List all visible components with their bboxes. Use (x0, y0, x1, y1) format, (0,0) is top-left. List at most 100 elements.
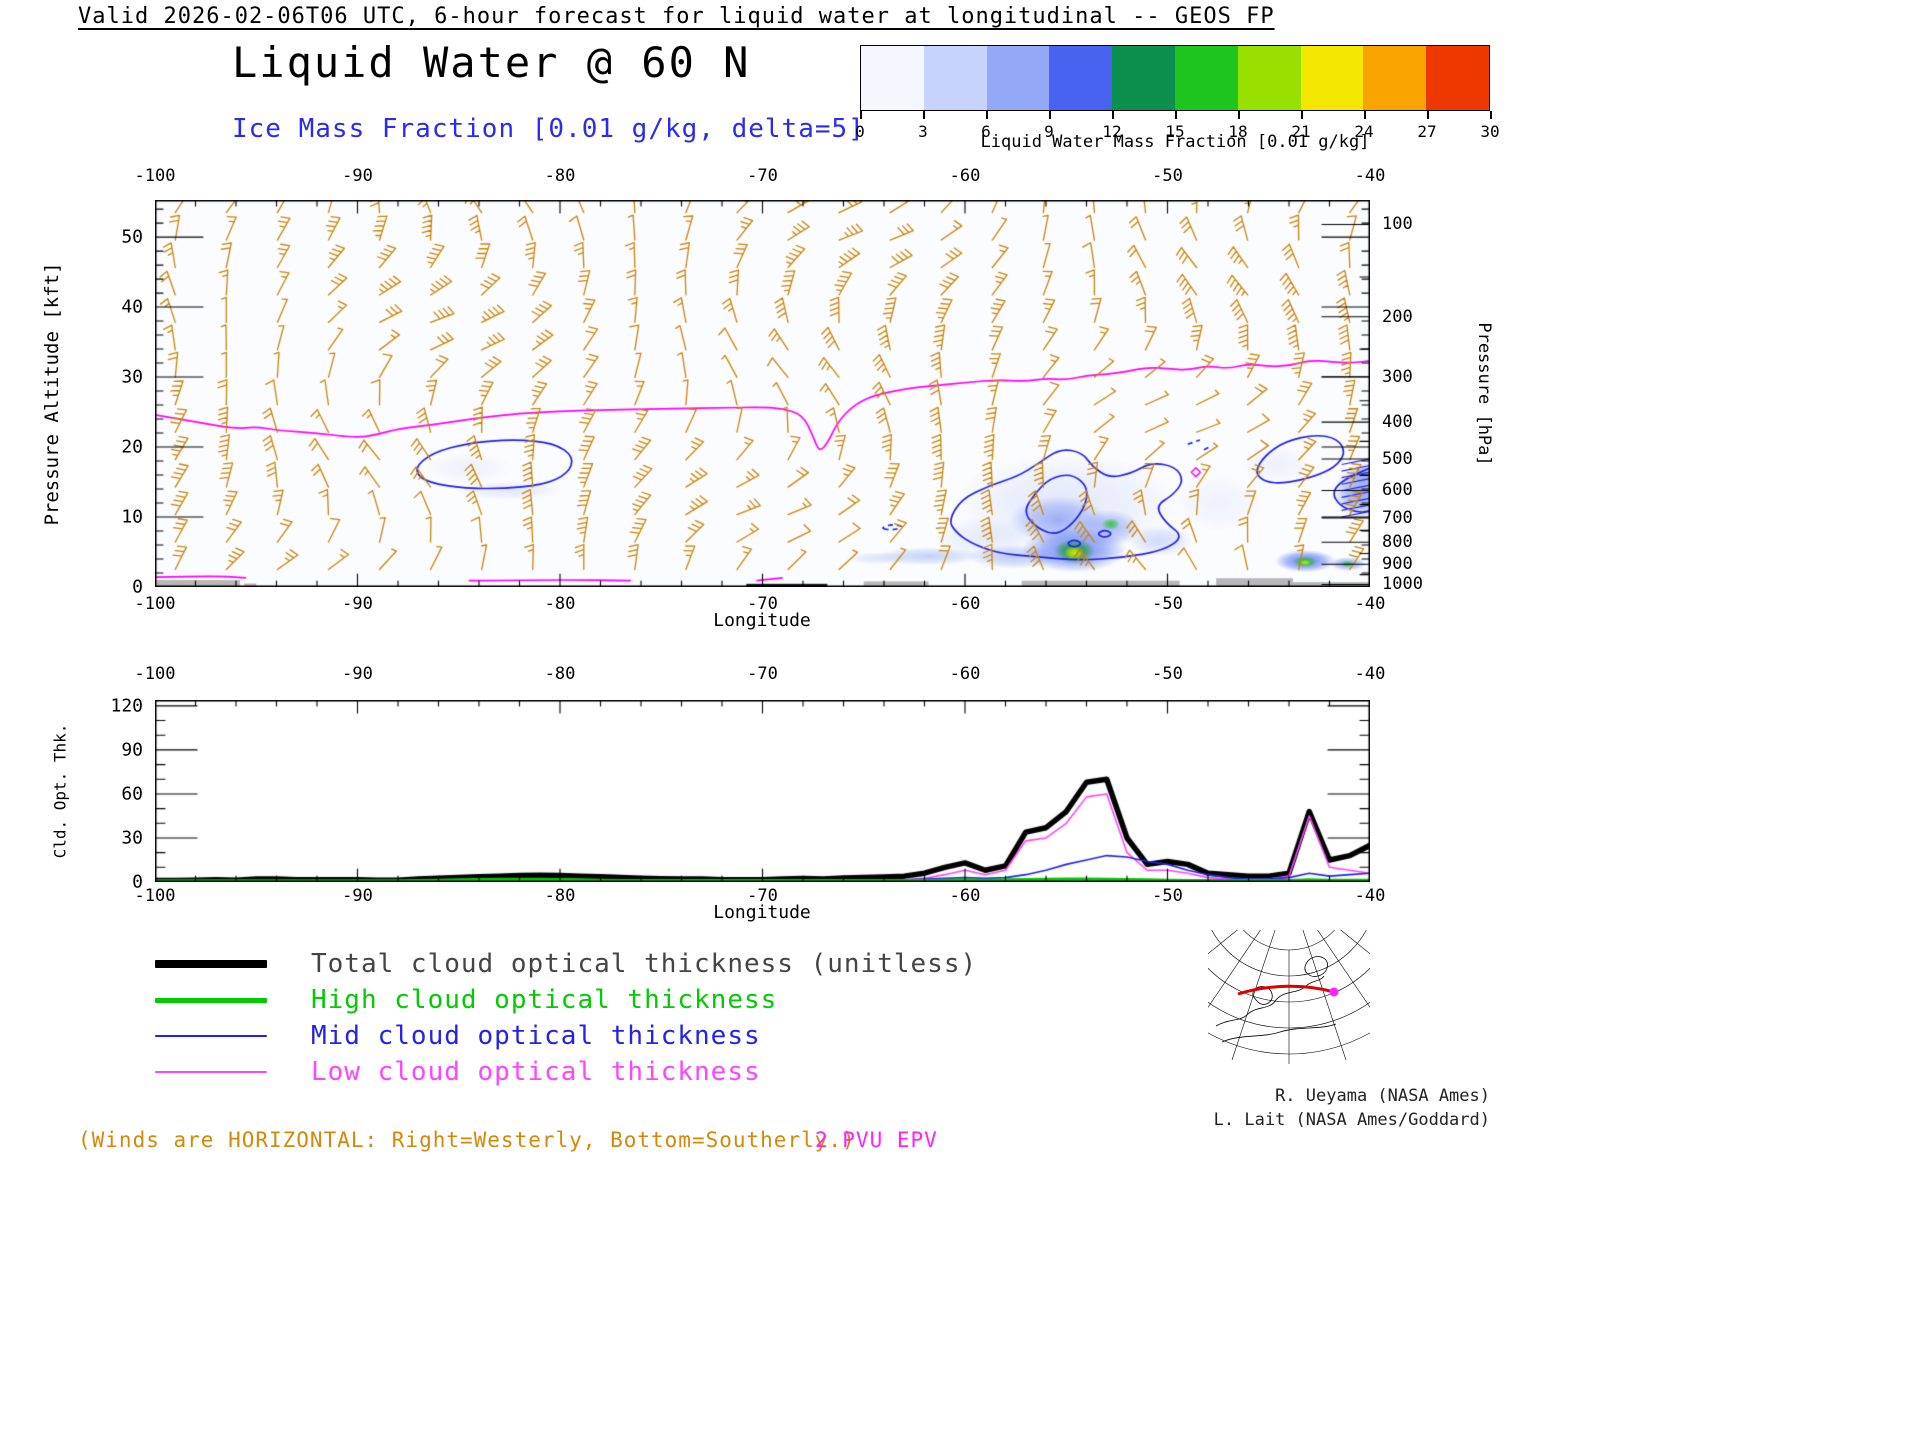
colorbar-tickmark (860, 111, 862, 119)
colorbar-tick-label: 24 (1354, 122, 1374, 141)
cot-tick-label: 60 (121, 783, 143, 805)
colorbar-tickmark (986, 111, 988, 119)
colorbar-cell (1112, 46, 1175, 110)
colorbar-tick-label: 6 (981, 122, 991, 141)
inset-location-dot (1329, 987, 1339, 997)
longitude-axis-label-main: Longitude (713, 610, 811, 631)
colorbar-tickmark (1364, 111, 1366, 119)
x-tick-label-top-main: -80 (544, 166, 576, 186)
colorbar-cell (1174, 46, 1238, 110)
legend-label: Low cloud optical thickness (311, 1057, 761, 1087)
colorbar-tick-label: 21 (1291, 122, 1311, 141)
cot-tick-label: 120 (110, 695, 143, 717)
legend-label: High cloud optical thickness (311, 985, 778, 1015)
x-tick-label-bottom-main: -70 (747, 594, 778, 614)
legend-line-swatch (155, 997, 267, 1003)
x-tick-label-top-main: -40 (1354, 166, 1386, 186)
inset-track-line (1237, 984, 1335, 996)
x-tick-label-bottom-main: -50 (1152, 594, 1183, 614)
x-tick-label-top-cot: -100 (134, 664, 176, 684)
colorbar-cell (923, 46, 987, 110)
legend-line-swatch (155, 1070, 267, 1074)
cross-section-plot (155, 200, 1370, 587)
hpa-tick-label: 300 (1382, 366, 1413, 387)
colorbar-cell (1363, 46, 1427, 110)
legend-label: Total cloud optical thickness (unitless) (311, 949, 978, 979)
colorbar-tick-label: 27 (1417, 122, 1437, 141)
colorbar-tick-label: 15 (1165, 122, 1185, 141)
colorbar (860, 45, 1490, 111)
x-tick-label-top-cot: -50 (1152, 664, 1183, 684)
ice-mass-fraction-subtitle: Ice Mass Fraction [0.01 g/kg, delta=5] (232, 114, 865, 144)
x-tick-label-top-main: -50 (1152, 166, 1183, 186)
epv-note: 2 PVU EPV (815, 1128, 938, 1152)
kft-tick-label: 30 (121, 366, 143, 388)
colorbar-label: Liquid Water Mass Fraction [0.01 g/kg] (980, 132, 1370, 152)
x-tick-label-bottom-main: -90 (342, 594, 373, 614)
inset-coastlines (1215, 956, 1337, 1043)
pressure-altitude-axis-label: Pressure Altitude [kft] (41, 262, 63, 526)
inset-graticule (1208, 930, 1370, 1064)
x-tick-label-top-main: -90 (342, 166, 373, 186)
winds-note: (Winds are HORIZONTAL: Right=Westerly, B… (78, 1128, 856, 1152)
kft-tick-label: 50 (121, 226, 143, 248)
colorbar-cell (986, 46, 1050, 110)
cloud-optical-thickness-plot (155, 700, 1370, 882)
cot-axis-label: Cld. Opt. Thk. (50, 723, 70, 859)
x-tick-label-bottom-cot: -70 (747, 886, 778, 906)
longitude-axis-label-cot: Longitude (713, 902, 811, 923)
x-tick-label-top-cot: -90 (342, 664, 373, 684)
credit-line-2: L. Lait (NASA Ames/Goddard) (1213, 1110, 1490, 1130)
x-tick-label-top-main: -70 (747, 166, 778, 186)
x-tick-label-bottom-cot: -60 (949, 886, 981, 906)
kft-tick-label: 10 (121, 506, 143, 528)
cot-tick-label: 90 (121, 739, 143, 761)
legend-row: Mid cloud optical thickness (155, 1018, 977, 1054)
hpa-tick-label: 900 (1382, 554, 1413, 575)
legend-row: Total cloud optical thickness (unitless) (155, 946, 977, 982)
hpa-tick-label: 100 (1382, 214, 1413, 235)
colorbar-tick-label: 3 (918, 122, 928, 141)
kft-tick-label: 40 (121, 296, 143, 318)
valid-time-line: Valid 2026-02-06T06 UTC, 6-hour forecast… (78, 4, 1275, 29)
hpa-tick-label: 700 (1382, 507, 1413, 528)
x-tick-label-top-cot: -70 (747, 664, 778, 684)
hpa-tick-label: 600 (1382, 480, 1413, 501)
colorbar-tickmark (1049, 111, 1051, 119)
hpa-tick-label: 200 (1382, 306, 1413, 327)
cot-tick-label: 30 (121, 827, 143, 849)
x-tick-label-bottom-cot: -100 (134, 886, 176, 906)
colorbar-cell (1426, 46, 1489, 110)
x-tick-label-top-cot: -40 (1354, 664, 1386, 684)
colorbar-tickmark (1301, 111, 1303, 119)
colorbar-tick-label: 18 (1228, 122, 1248, 141)
x-tick-label-top-cot: -80 (544, 664, 576, 684)
legend-label: Mid cloud optical thickness (311, 1021, 761, 1051)
x-tick-label-bottom-cot: -40 (1354, 886, 1386, 906)
colorbar-tickmark (1238, 111, 1240, 119)
colorbar-tick-label: 0 (855, 122, 865, 141)
x-tick-label-bottom-cot: -90 (342, 886, 373, 906)
x-tick-label-bottom-main: -80 (544, 594, 576, 614)
hpa-tick-label: 500 (1382, 449, 1413, 470)
colorbar-cell (861, 46, 924, 110)
legend: Total cloud optical thickness (unitless)… (155, 946, 977, 1090)
cot-tick-label: 0 (132, 871, 143, 893)
x-tick-label-bottom-main: -100 (134, 594, 176, 614)
colorbar-cell (1300, 46, 1364, 110)
colorbar-tickmark (923, 111, 925, 119)
x-tick-label-top-cot: -60 (949, 664, 981, 684)
x-tick-label-bottom-cot: -80 (544, 886, 576, 906)
legend-row: High cloud optical thickness (155, 982, 977, 1018)
x-tick-label-bottom-main: -60 (949, 594, 981, 614)
colorbar-tick-label: 30 (1480, 122, 1500, 141)
legend-line-swatch (155, 1034, 267, 1038)
colorbar-cell (1237, 46, 1301, 110)
x-tick-label-top-main: -100 (134, 166, 176, 186)
colorbar-tick-label: 12 (1102, 122, 1122, 141)
credit-line-1: R. Ueyama (NASA Ames) (1275, 1086, 1490, 1106)
kft-tick-label: 0 (132, 576, 143, 598)
legend-line-swatch (155, 960, 267, 968)
x-tick-label-bottom-cot: -50 (1152, 886, 1183, 906)
